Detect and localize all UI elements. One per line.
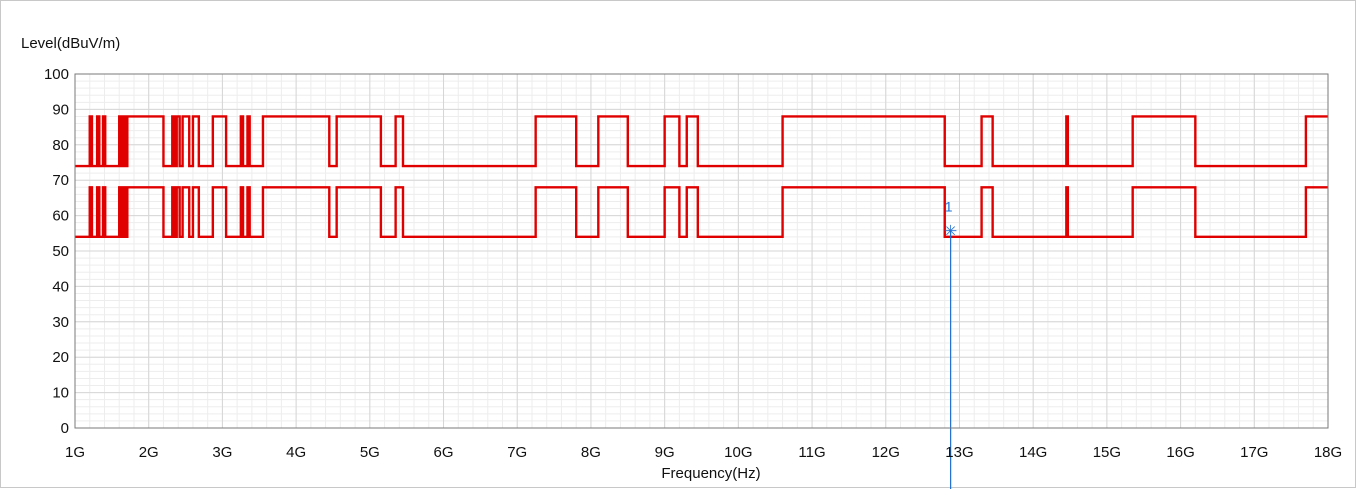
x-axis-title: Frequency(Hz): [661, 465, 760, 482]
y-tick-label: 40: [52, 278, 69, 295]
plot-area-border: [74, 73, 1329, 429]
x-tick-label: 17G: [1240, 444, 1268, 461]
y-tick-label: 0: [61, 420, 69, 437]
y-tick-label: 60: [52, 208, 69, 225]
x-tick-label: 4G: [286, 444, 306, 461]
marker-label: 1: [945, 199, 953, 215]
x-tick-label: 6G: [434, 444, 454, 461]
x-tick-label: 13G: [945, 444, 973, 461]
x-tick-label: 11G: [798, 444, 825, 461]
y-tick-label: 10: [52, 385, 69, 402]
y-tick-label: 50: [52, 243, 69, 260]
x-tick-label: 2G: [139, 444, 159, 461]
ticks-group: 1G 2G 3G 4G 5G 6G 7G 8G 9G 10G 11G 12G 13G 14G 15G 16G 1…: [44, 66, 1342, 461]
x-tick-label: 7G: [507, 444, 527, 461]
y-tick-label: 100: [44, 66, 69, 83]
x-tick-label: 14G: [1019, 444, 1047, 461]
y-axis-title: Level(dBuV/m): [21, 35, 120, 52]
x-tick-label: 16G: [1166, 444, 1194, 461]
x-tick-label: 5G: [360, 444, 380, 461]
series-group: [75, 115, 1328, 239]
markers-group: ✳1: [944, 199, 957, 489]
series-line-1: [75, 115, 1328, 168]
y-tick-label: 70: [52, 172, 69, 189]
marker-star-icon: ✳: [944, 222, 957, 241]
x-tick-label: 8G: [581, 444, 601, 461]
y-tick-label: 20: [52, 349, 69, 366]
x-tick-label: 3G: [212, 444, 232, 461]
x-tick-label: 12G: [872, 444, 900, 461]
x-tick-label: 9G: [655, 444, 675, 461]
axes-group: [74, 73, 1329, 429]
y-tick-label: 80: [52, 137, 69, 154]
x-tick-label: 18G: [1314, 444, 1342, 461]
x-tick-label: 10G: [724, 444, 752, 461]
y-tick-label: 90: [52, 101, 69, 118]
x-tick-label: 1G: [65, 444, 85, 461]
y-tick-label: 30: [52, 314, 69, 331]
series-line-2: [75, 186, 1328, 239]
x-tick-label: 15G: [1093, 444, 1121, 461]
